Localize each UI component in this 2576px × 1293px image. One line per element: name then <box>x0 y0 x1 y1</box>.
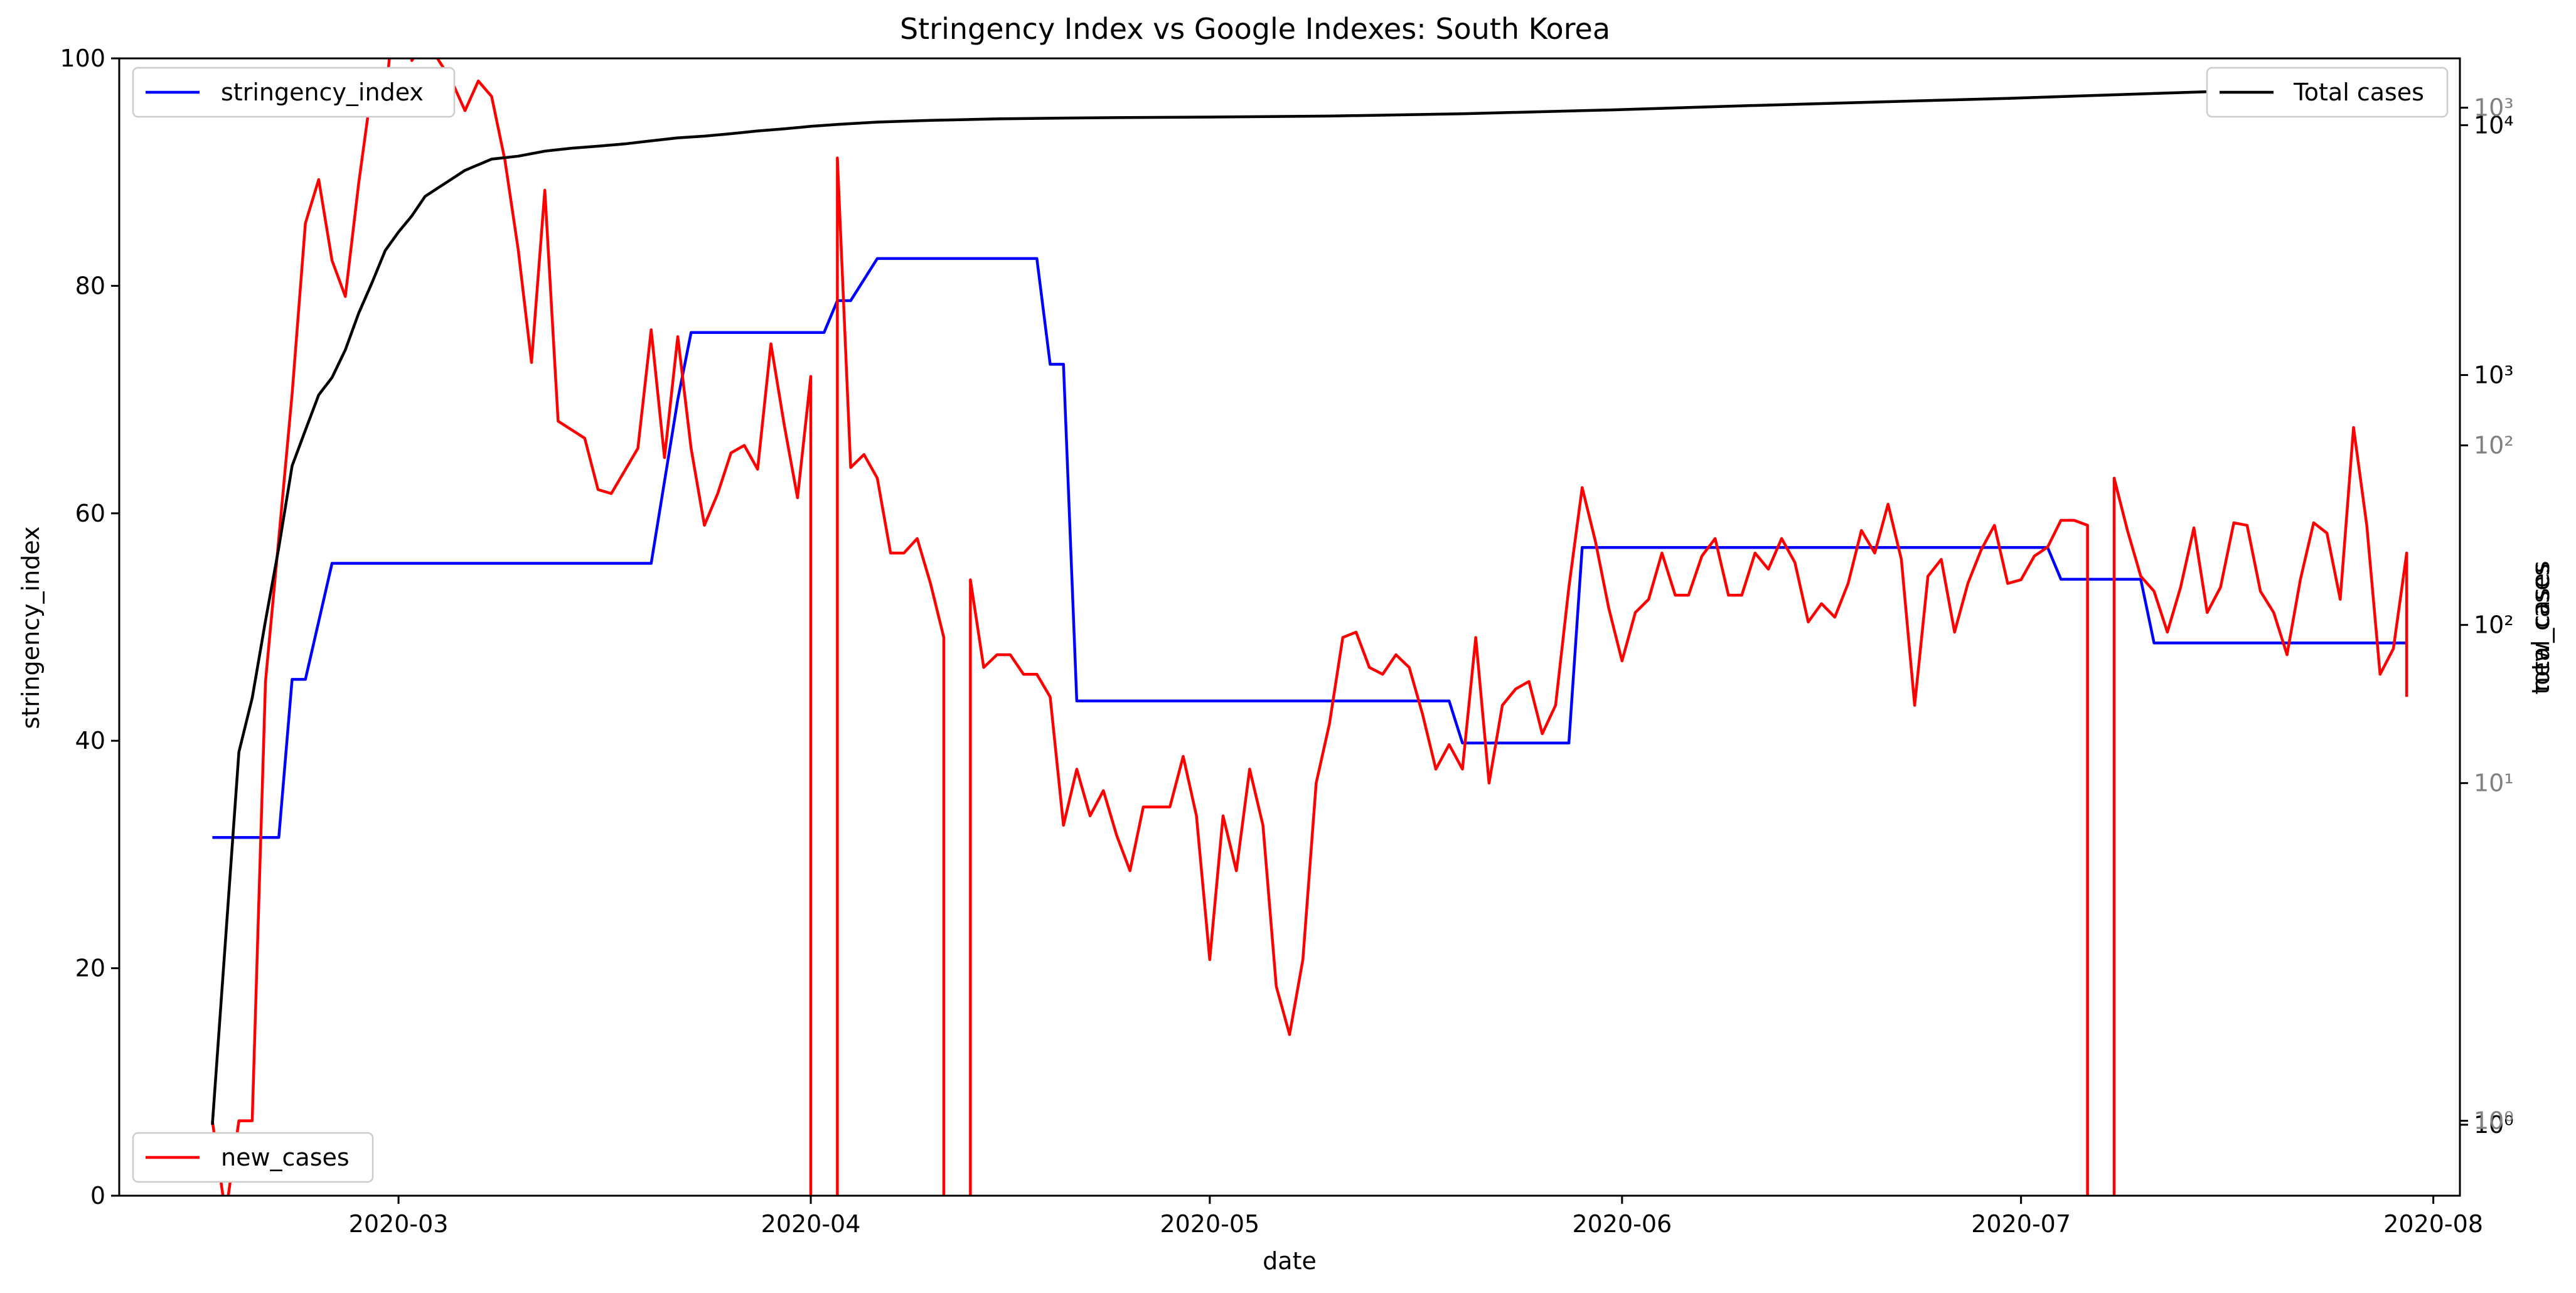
legend-total-cases: Total cases <box>2206 67 2449 118</box>
legend-total-cases-label: Total cases <box>2293 78 2424 106</box>
legend-new-cases-box <box>132 1132 374 1183</box>
x-tick-label: 2020-03 <box>349 1210 449 1238</box>
y-right-new-cases-tick-label: 10³ <box>2474 94 2514 122</box>
series-line-new-cases <box>211 58 2408 1196</box>
y-right-total-cases-tick-label: 10⁴ <box>2474 111 2514 139</box>
legend-total-cases-box <box>2206 67 2449 118</box>
y-axis-right-label-new-cases: new_cases <box>2527 564 2555 692</box>
x-tick-label: 2020-07 <box>1971 1210 2071 1238</box>
y-left-tick-label: 20 <box>75 955 105 982</box>
series-layer <box>211 58 2408 1196</box>
y-left-tick-label: 40 <box>75 727 105 754</box>
legend-new-cases: new_cases <box>132 1132 374 1183</box>
x-tick-label: 2020-04 <box>761 1210 861 1238</box>
legend-stringency-index-label: stringency_index <box>221 78 424 106</box>
x-axis: 2020-03 2020-04 2020-05 2020-06 2020-07 2020-… <box>349 1196 2483 1238</box>
y-left-tick-label: 0 <box>90 1182 105 1210</box>
y-left-tick-label: 80 <box>75 272 105 299</box>
y-right-new-cases-tick-label: 10¹ <box>2474 770 2514 797</box>
y-right-new-cases-tick-label: 10⁰ <box>2474 1107 2514 1135</box>
x-tick-label: 2020-05 <box>1160 1210 1259 1238</box>
legend-stringency-index-box <box>132 67 456 118</box>
legend-new-cases-label: new_cases <box>221 1144 350 1171</box>
y-axis-label: stringency_index <box>17 527 45 729</box>
y-left-tick-label: 100 <box>60 45 105 72</box>
plot-frame <box>118 57 2461 1197</box>
y-right-total-cases-tick-label: 10⁰ <box>2474 1111 2514 1139</box>
y-right-new-cases-tick-label: 10² <box>2474 432 2514 459</box>
x-tick-label: 2020-06 <box>1572 1210 1672 1238</box>
y-right-total-cases-tick-label: 10² <box>2474 611 2514 639</box>
y-right-total-cases-tick-label: 10³ <box>2474 362 2514 389</box>
x-tick-label: 2020-08 <box>2383 1210 2483 1238</box>
y-axis-left: 0 20 40 60 80 100 <box>60 45 119 1210</box>
series-line-total-cases <box>211 84 2407 1125</box>
legend-stringency-index: stringency_index <box>132 67 456 118</box>
y-axis-right-label-total-cases: total_cases <box>2527 561 2555 694</box>
y-left-tick-label: 60 <box>75 500 105 527</box>
x-axis-label: date <box>1263 1247 1317 1275</box>
chart-title: Stringency Index vs Google Indexes: Sout… <box>900 12 1610 46</box>
